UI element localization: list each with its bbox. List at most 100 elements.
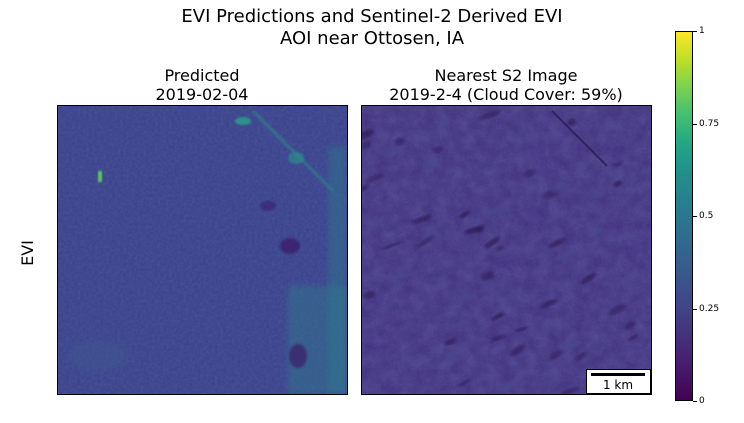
colorbar-tick-mark (693, 124, 697, 125)
s2-streak (364, 173, 384, 184)
s2-streak (480, 272, 494, 281)
s2-streak (500, 381, 515, 392)
s2-streak (478, 110, 502, 120)
s2-streak (389, 272, 407, 283)
s2-streak (433, 146, 443, 154)
s2-streak (438, 178, 447, 185)
predicted-evi-raster (58, 106, 347, 394)
s2-streak (590, 190, 607, 200)
s2-streak (559, 386, 580, 394)
panel-predicted-title-line1: Predicted (164, 66, 240, 85)
s2-streak (490, 334, 506, 342)
panel-s2-title-line2: 2019-2-4 (Cloud Cover: 59%) (389, 85, 623, 104)
s2-streak (477, 282, 501, 293)
s2-streak (444, 338, 457, 346)
s2-streak (613, 161, 624, 167)
panel-s2-title: Nearest S2 Image 2019-2-4 (Cloud Cover: … (361, 66, 651, 104)
s2-streak (394, 137, 405, 145)
s2-streak (549, 348, 564, 360)
figure-title-line1: EVI Predictions and Sentinel-2 Derived E… (181, 6, 563, 27)
s2-cloud-streaks (362, 110, 651, 394)
panel-predicted-title-line2: 2019-02-04 (155, 85, 249, 104)
s2-streak (363, 290, 376, 300)
s2-texture-fine (362, 106, 651, 394)
s2-streak (627, 334, 638, 341)
scale-bar: 1 km (586, 369, 651, 394)
s2-streak (364, 222, 379, 229)
colorbar-tick-mark (693, 309, 697, 310)
panel-s2-image (361, 105, 652, 395)
s2-streak (491, 312, 505, 321)
s2-streak (613, 180, 622, 187)
s2-streak (503, 293, 516, 301)
s2-streak (479, 226, 489, 232)
s2-streak (624, 320, 636, 331)
colorbar-tick-mark (693, 31, 697, 32)
s2-streak (445, 348, 465, 358)
panel-s2-title-line1: Nearest S2 Image (434, 66, 578, 85)
predicted-light-patch (68, 341, 128, 371)
row-label-evi: EVI (18, 240, 37, 266)
s2-streak (572, 269, 581, 278)
s2-streak (412, 215, 431, 224)
s2-streak (574, 352, 587, 361)
colorbar-tick-label: 1 (699, 26, 705, 36)
s2-streak (510, 344, 526, 356)
predicted-spot-top (235, 117, 251, 125)
colorbar-tick-label: 0.75 (699, 119, 720, 129)
s2-road (551, 110, 608, 167)
s2-streak (395, 358, 408, 365)
panel-predicted-title: Predicted 2019-02-04 (57, 66, 347, 104)
s2-streak (495, 245, 505, 252)
s2-streak (484, 236, 501, 249)
s2-streak (442, 360, 454, 369)
s2-streak (362, 184, 370, 193)
s2-streak (514, 326, 529, 332)
figure-title-line2: AOI near Ottosen, IA (279, 28, 465, 49)
colorbar-tick-mark (693, 216, 697, 217)
s2-streak (486, 206, 505, 216)
s2-streak (554, 180, 565, 189)
s2-streak (559, 340, 582, 352)
s2-streak (382, 300, 396, 310)
predicted-spot-mid (288, 152, 304, 164)
s2-streak (580, 272, 597, 284)
scale-bar-line (591, 373, 645, 376)
s2-streak (548, 238, 566, 249)
panel-predicted-image (57, 105, 348, 395)
s2-streak (476, 373, 490, 382)
s2-streak (640, 167, 651, 175)
s2-streak (385, 144, 408, 156)
s2-streak (567, 118, 576, 127)
s2-streak (457, 293, 473, 304)
colorbar-tick-label: 0.5 (699, 211, 714, 221)
s2-streak (594, 322, 605, 330)
s2-streak (587, 226, 605, 238)
s2-streak (464, 225, 485, 235)
s2-streak (415, 235, 435, 249)
predicted-green-feature (98, 171, 102, 182)
s2-streak (619, 278, 628, 285)
predicted-dark-patch-1 (280, 238, 300, 254)
s2-streak (524, 169, 536, 178)
colorbar-tick-label: 0.25 (699, 304, 720, 314)
s2-streak (436, 121, 447, 130)
s2-streak (555, 249, 574, 262)
s2-streak (394, 266, 406, 274)
s2-streak (607, 303, 627, 316)
colorbar-tick-mark (693, 401, 697, 402)
s2-streak (492, 167, 511, 178)
s2-streak (381, 241, 403, 250)
s2-evi-raster (362, 106, 651, 394)
predicted-dark-patch-2 (289, 344, 307, 368)
s2-streak (362, 129, 375, 142)
s2-streak (362, 141, 372, 149)
predicted-dark-patch-3 (260, 201, 276, 211)
predicted-bottom-right-patch (288, 286, 347, 394)
colorbar-tick-label: 0 (699, 396, 705, 406)
s2-streak (421, 157, 439, 169)
s2-streak (458, 379, 470, 387)
s2-streak (540, 299, 558, 308)
s2-streak (459, 210, 471, 219)
scale-bar-label: 1 km (602, 378, 634, 392)
